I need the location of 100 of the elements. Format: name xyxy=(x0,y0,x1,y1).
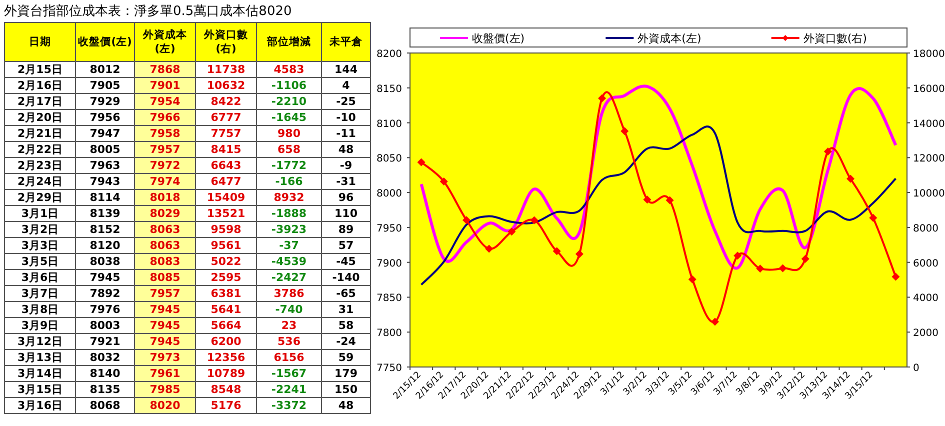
category-label: 3月3日 xyxy=(4,238,76,254)
data-label: 7945 xyxy=(76,270,134,286)
data-label: -45 xyxy=(322,254,370,270)
data-label: 8003 xyxy=(76,318,134,334)
data-label: 6643 xyxy=(196,158,256,174)
category-label: 2月15日 xyxy=(4,62,76,78)
data-label: -2210 xyxy=(256,94,322,110)
y2-tick-label: 12000 xyxy=(913,154,945,165)
data-label: 7929 xyxy=(76,94,134,110)
data-label: 7973 xyxy=(134,350,196,366)
category-label: 3月16日 xyxy=(4,398,76,414)
data-label: 4583 xyxy=(256,62,322,78)
point xyxy=(508,228,516,236)
data-label: 7945 xyxy=(134,334,196,350)
category-label: 3月13日 xyxy=(4,350,76,366)
category-label: 3月8日 xyxy=(4,302,76,318)
data-label: 89 xyxy=(322,222,370,238)
data-label: 15409 xyxy=(196,190,256,206)
data-label: -1888 xyxy=(256,206,322,222)
data-label: 57 xyxy=(322,238,370,254)
y2-tick-label: 2000 xyxy=(913,328,938,340)
legend-label: 外資口數(右) xyxy=(803,32,867,45)
category-label: 2月20日 xyxy=(4,110,76,126)
data-label: 8063 xyxy=(134,238,196,254)
data-label: 8063 xyxy=(134,222,196,238)
data-label: -37 xyxy=(256,238,322,254)
data-label: -166 xyxy=(256,174,322,190)
point xyxy=(824,147,832,156)
category-label: 2月22日 xyxy=(4,142,76,158)
data-label: 144 xyxy=(322,62,370,78)
data-label: 7966 xyxy=(134,110,196,126)
point xyxy=(598,94,606,102)
data-label: 8139 xyxy=(76,206,134,222)
data-label: 7901 xyxy=(134,78,196,94)
text: 部位增減 xyxy=(256,22,322,62)
data-label: 7972 xyxy=(134,158,196,174)
data-label: 150 xyxy=(322,382,370,398)
data-label: 13521 xyxy=(196,206,256,222)
y-tick-label: 8150 xyxy=(376,84,402,95)
data-label: 23 xyxy=(256,318,322,334)
data-label: 7958 xyxy=(134,126,196,142)
data-label: 7921 xyxy=(76,334,134,350)
data-label: 8152 xyxy=(76,222,134,238)
data-label: 8114 xyxy=(76,190,134,206)
data-label: 12356 xyxy=(196,350,256,366)
category-label: 3月7日 xyxy=(4,286,76,302)
text: 未平倉 xyxy=(322,22,370,62)
point xyxy=(417,158,426,166)
data-label: 8422 xyxy=(196,94,256,110)
data-label: -11 xyxy=(322,126,370,142)
data-label: -2427 xyxy=(256,270,322,286)
y2-tick-label: 8000 xyxy=(913,223,938,234)
data-label: 8020 xyxy=(134,398,196,414)
data-label: 7945 xyxy=(134,318,196,334)
data-label: 7985 xyxy=(134,382,196,398)
data-label: -24 xyxy=(322,334,370,350)
y2-tick-label: 14000 xyxy=(913,118,945,130)
data-label: 7956 xyxy=(76,110,134,126)
data-label: 5641 xyxy=(196,302,256,318)
y-tick-label: 7750 xyxy=(376,363,402,374)
data-label: 8085 xyxy=(134,270,196,286)
data-label: 6156 xyxy=(256,350,322,366)
category-label: 2月17日 xyxy=(4,94,76,110)
data-label: 96 xyxy=(322,190,370,206)
y2-tick-label: 6000 xyxy=(913,258,938,270)
y2-tick-label: 4000 xyxy=(913,293,938,304)
data-label: 536 xyxy=(256,334,322,350)
data-label: 7757 xyxy=(196,126,256,142)
data-label: -1106 xyxy=(256,78,322,94)
point xyxy=(643,196,652,204)
data-label: -10 xyxy=(322,110,370,126)
data-label: 7957 xyxy=(134,142,196,158)
data-label: 5176 xyxy=(196,398,256,414)
data-label: -740 xyxy=(256,302,322,318)
y-tick-label: 8100 xyxy=(376,118,402,130)
point xyxy=(756,264,764,273)
data-label: -3372 xyxy=(256,398,322,414)
data-label: -65 xyxy=(322,286,370,302)
point xyxy=(440,178,448,186)
point xyxy=(462,216,470,224)
data-label: 7961 xyxy=(134,366,196,382)
data-label: 2595 xyxy=(196,270,256,286)
data-label: 179 xyxy=(322,366,370,382)
legend-label: 收盤價(左) xyxy=(472,32,525,45)
data-label: -25 xyxy=(322,94,370,110)
category-label: 3月5日 xyxy=(4,254,76,270)
category-label: 3月2日 xyxy=(4,222,76,238)
data-label: 8018 xyxy=(134,190,196,206)
point xyxy=(778,264,787,272)
data-label: -9 xyxy=(322,158,370,174)
data-label: 8068 xyxy=(76,398,134,414)
data-label: 7954 xyxy=(134,94,196,110)
data-label: 8012 xyxy=(76,62,134,78)
data-label: 48 xyxy=(322,398,370,414)
y2-tick-label: 0 xyxy=(913,363,920,374)
category-label: 2月24日 xyxy=(4,174,76,190)
data-label: 7963 xyxy=(76,158,134,174)
data-label: -2241 xyxy=(256,382,322,398)
data-label: 658 xyxy=(256,142,322,158)
data-label: 8038 xyxy=(76,254,134,270)
